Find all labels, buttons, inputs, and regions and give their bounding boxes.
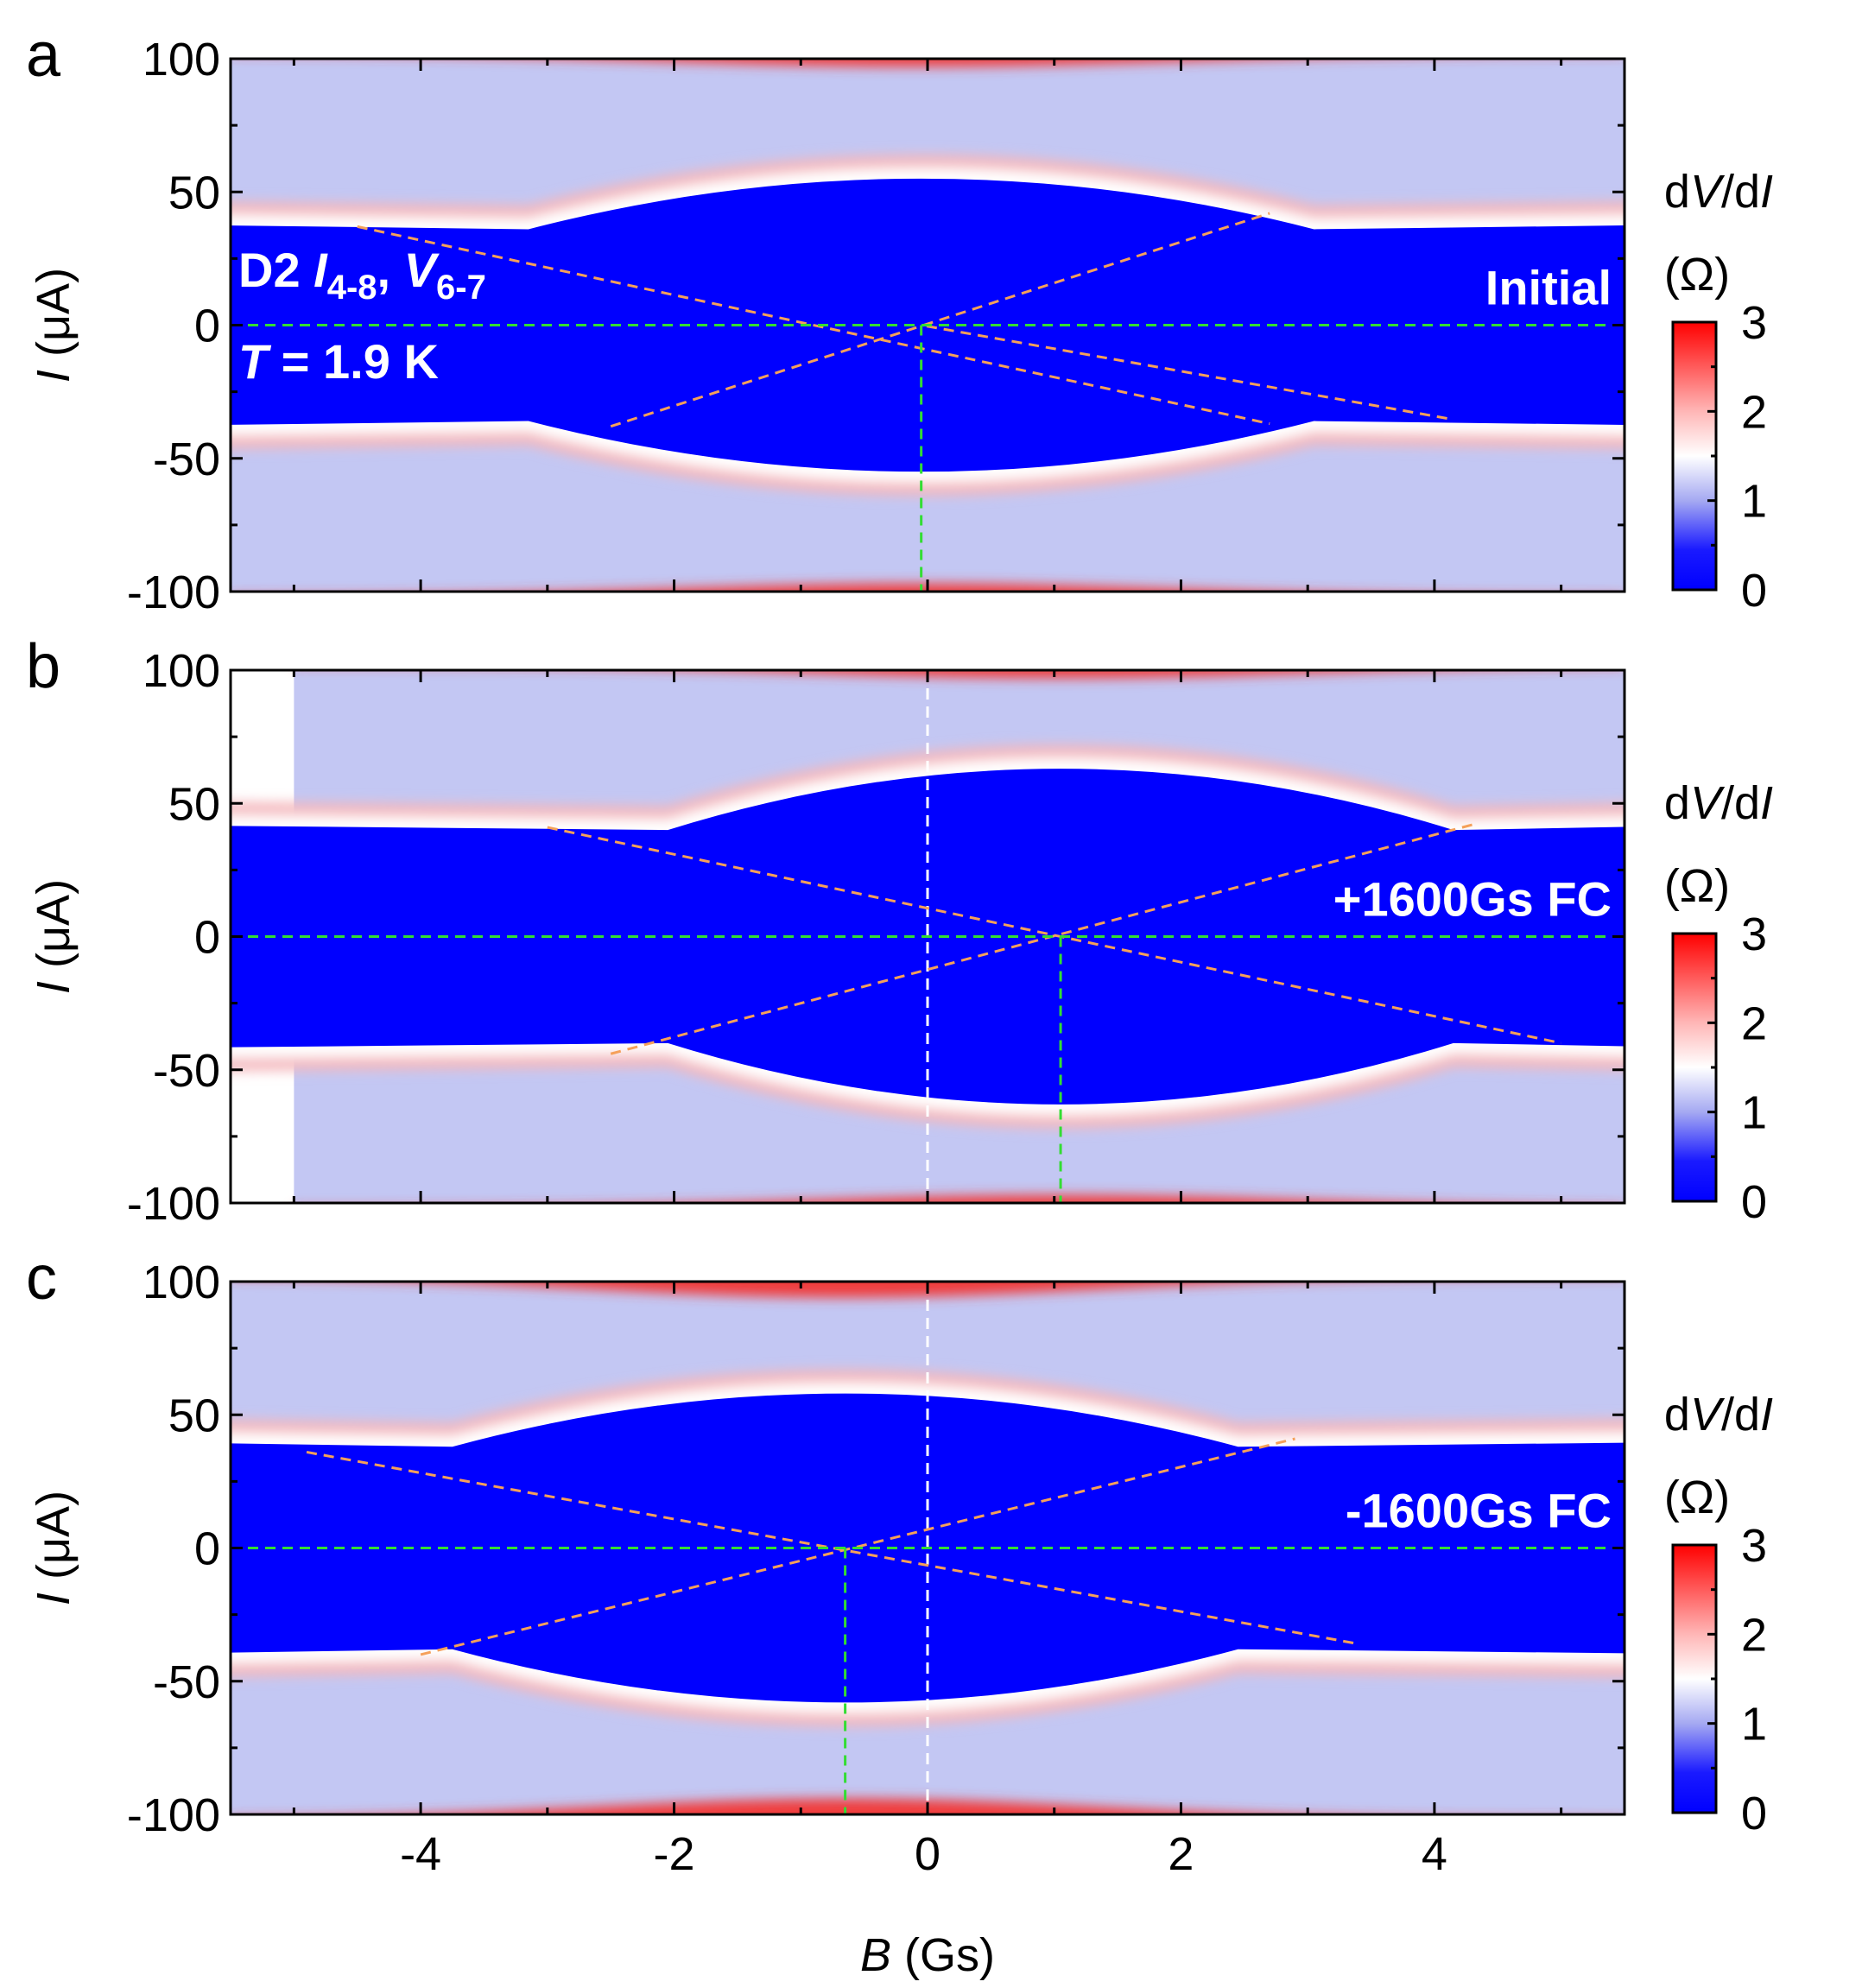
x-axis-label: B (Gs) xyxy=(860,1929,995,1981)
colorbar-b: 3 2 1 0 dV/dI (Ω) xyxy=(1664,777,1773,1228)
panel-letter: c xyxy=(26,1244,57,1313)
y-tick-label: -50 xyxy=(153,1656,220,1708)
x-tick-label: 2 xyxy=(1168,1828,1194,1880)
y-tick-label: -50 xyxy=(153,1045,220,1097)
orange-guide-line xyxy=(610,212,1270,428)
y-tick-label: 0 xyxy=(194,1523,220,1575)
panel-b: 100 50 0 -50 -100 I (μA) b +1600Gs FC 3 2 1 0 dV/dI (… xyxy=(26,632,1773,1230)
colorbar-tick-label: 0 xyxy=(1741,565,1767,617)
x-tick-label: 4 xyxy=(1422,1828,1447,1880)
colorbar-gradient xyxy=(1671,932,1718,1203)
orange-guide-line xyxy=(610,823,1473,1055)
colorbar-tick-label: 1 xyxy=(1741,1699,1767,1751)
colorbar-tick-label: 2 xyxy=(1741,997,1767,1049)
y-axis-label: I (μA) xyxy=(28,1491,79,1605)
y-tick-label: -100 xyxy=(127,1789,220,1841)
y-tick-label: -100 xyxy=(127,1178,220,1230)
colorbar-unit: (Ω) xyxy=(1664,1472,1730,1523)
y-tick-label: 100 xyxy=(142,34,220,85)
y-tick-label: 100 xyxy=(142,645,220,697)
orange-guide-line xyxy=(420,1437,1295,1656)
red-band-top xyxy=(717,670,1404,679)
y-tick-label: -100 xyxy=(127,567,220,618)
y-tick-label: 0 xyxy=(194,301,220,352)
colorbar-gradient xyxy=(1671,1543,1718,1814)
condition-label: -1600Gs FC xyxy=(1346,1484,1612,1538)
condition-label: Initial xyxy=(1485,261,1612,315)
panel-letter: a xyxy=(26,21,61,90)
panel-a: 100 50 0 -50 -100 I (μA) a Initial D2 I4-8, V6-7… xyxy=(26,21,1773,618)
colorbar-tick-label: 0 xyxy=(1741,1176,1767,1228)
colorbar-tick-label: 3 xyxy=(1741,1520,1767,1572)
x-tick-label: -4 xyxy=(400,1828,441,1880)
colorbar-c: 3 2 1 0 dV/dI (Ω) xyxy=(1664,1389,1773,1839)
orange-guide-line xyxy=(921,324,1447,420)
colorbar-title: dV/dI xyxy=(1664,777,1773,829)
colorbar-gradient xyxy=(1671,320,1718,592)
red-band-top xyxy=(578,59,1265,67)
colorbar-unit: (Ω) xyxy=(1664,249,1730,301)
panel-letter: b xyxy=(26,632,60,701)
y-tick-label: 100 xyxy=(142,1257,220,1308)
red-band-top xyxy=(422,1282,1268,1298)
y-tick-label: 50 xyxy=(168,167,220,218)
x-tick-label: -2 xyxy=(654,1828,695,1880)
y-tick-label: 0 xyxy=(194,912,220,964)
colorbar-title: dV/dI xyxy=(1664,1389,1773,1440)
colorbar-tick-label: 3 xyxy=(1741,909,1767,960)
x-tick-label: 0 xyxy=(915,1828,940,1880)
colorbar-a: 3 2 1 0 dV/dI (Ω) xyxy=(1664,166,1773,617)
orange-guide-line xyxy=(357,225,1270,426)
condition-label: +1600Gs FC xyxy=(1333,872,1612,927)
colorbar-tick-label: 0 xyxy=(1741,1788,1767,1839)
y-tick-label: 50 xyxy=(168,778,220,830)
colorbar-tick-label: 2 xyxy=(1741,386,1767,438)
colorbar-tick-label: 1 xyxy=(1741,1087,1767,1139)
y-axis-label: I (μA) xyxy=(28,879,79,994)
y-tick-label: -50 xyxy=(153,434,220,485)
panel-c: 100 50 0 -50 -100 -4 -2 0 2 4 I (μA) c -1600Gs FC 3 2 1… xyxy=(26,1244,1773,1880)
colorbar-tick-label: 2 xyxy=(1741,1609,1767,1661)
temperature-label: T = 1.9 K xyxy=(238,334,439,389)
y-axis-label: I (μA) xyxy=(28,268,79,383)
red-band-group xyxy=(422,1282,1268,1814)
red-band-bottom xyxy=(422,1798,1268,1814)
colorbar-unit: (Ω) xyxy=(1664,860,1730,912)
device-label: D2 I4-8, V6-7 xyxy=(238,243,486,307)
orange-guide-line xyxy=(306,1450,1359,1646)
colorbar-tick-label: 3 xyxy=(1741,297,1767,349)
y-tick-label: 50 xyxy=(168,1390,220,1441)
colorbar-tick-label: 1 xyxy=(1741,476,1767,528)
colorbar-title: dV/dI xyxy=(1664,166,1773,218)
